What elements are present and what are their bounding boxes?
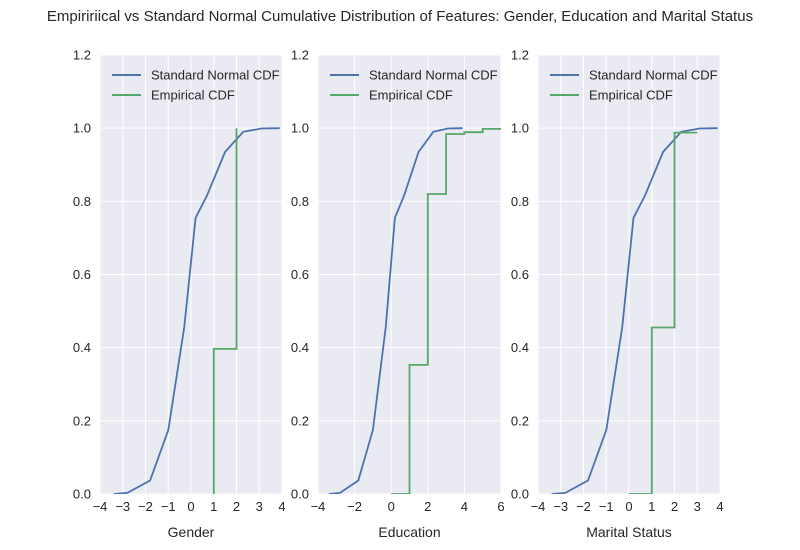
x-tick-label: 4: [278, 499, 285, 514]
y-tick-label: 0.6: [511, 267, 529, 282]
y-tick-label: 0.2: [291, 413, 309, 428]
x-tick-label: 1: [210, 499, 217, 514]
x-axis-label: Marital Status: [586, 524, 672, 540]
x-tick-label: −4: [311, 499, 326, 514]
y-tick-label: 1.0: [511, 121, 529, 136]
y-tick-label: 0.0: [291, 487, 309, 502]
chart-panel-2: −4 −2 0 2 4 6 0.0 0.2 0.4 0.6 0.8 1.0 1.2 Standard No…: [291, 48, 505, 541]
legend-label: Empirical CDF: [151, 88, 235, 103]
x-tick-label: −2: [138, 499, 153, 514]
x-tick-label: 4: [716, 499, 723, 514]
y-tick-label: 1.0: [291, 121, 309, 136]
x-tick-label: 2: [671, 499, 678, 514]
series-line-standard-normal-cdf: [113, 127, 280, 494]
legend-label: Standard Normal CDF: [151, 68, 280, 83]
y-tick-label: 0.2: [73, 413, 91, 428]
x-tick-label: 2: [424, 499, 431, 514]
x-tick-label: 3: [256, 499, 263, 514]
y-tick-label: 0.4: [291, 340, 309, 355]
y-tick-label: 0.8: [73, 194, 91, 209]
y-tick-label: 1.2: [73, 48, 91, 63]
x-tick-label: −1: [161, 499, 176, 514]
x-tick-label: 2: [233, 499, 240, 514]
y-tick-label: 0.8: [291, 194, 309, 209]
y-tick-label: 0.0: [73, 487, 91, 502]
x-tick-label: −1: [599, 499, 614, 514]
figure-title: Empiririical vs Standard Normal Cumulati…: [46, 8, 754, 25]
x-tick-label: −3: [115, 499, 130, 514]
y-tick-label: 0.6: [73, 267, 91, 282]
x-axis-label: Gender: [168, 524, 215, 540]
x-tick-label: −4: [93, 499, 108, 514]
series-line-standard-normal-cdf: [328, 127, 463, 494]
legend-label: Empirical CDF: [589, 88, 673, 103]
legend-label: Empirical CDF: [369, 88, 453, 103]
y-tick-label: 0.2: [511, 413, 529, 428]
legend-label: Standard Normal CDF: [589, 68, 718, 83]
y-tick-label: 0.0: [511, 487, 529, 502]
y-tick-label: 1.2: [511, 48, 529, 63]
legend-label: Standard Normal CDF: [369, 68, 498, 83]
y-tick-label: 0.4: [511, 340, 529, 355]
x-tick-label: 0: [187, 499, 194, 514]
series-line-empirical-cdf: [212, 128, 238, 494]
x-tick-label: 1: [648, 499, 655, 514]
chart-panel-1: −4 −3 −2 −1 0 1 2 3 4 0.0 0.2 0.4 0.6 0.8 1.0 1.2 Standa…: [73, 48, 286, 541]
y-tick-label: 0.6: [291, 267, 309, 282]
series-line-standard-normal-cdf: [551, 127, 718, 494]
x-tick-label: 3: [694, 499, 701, 514]
x-tick-label: 6: [497, 499, 504, 514]
x-tick-label: −2: [347, 499, 362, 514]
chart-panel-3: −4 −3 −2 −1 0 1 2 3 4 0.0 0.2 0.4 0.6 0.8 1.0 1.2 Standa…: [511, 48, 724, 541]
series-line-empirical-cdf: [629, 131, 698, 494]
x-tick-label: −4: [531, 499, 546, 514]
y-tick-label: 1.2: [291, 48, 309, 63]
series-line-empirical-cdf: [391, 127, 501, 494]
y-tick-label: 0.8: [511, 194, 529, 209]
x-tick-label: −3: [553, 499, 568, 514]
x-tick-label: 0: [388, 499, 395, 514]
y-tick-label: 1.0: [73, 121, 91, 136]
y-tick-label: 0.4: [73, 340, 91, 355]
x-tick-label: −2: [576, 499, 591, 514]
x-axis-label: Education: [378, 524, 440, 540]
x-tick-label: 0: [625, 499, 632, 514]
x-tick-label: 4: [461, 499, 468, 514]
